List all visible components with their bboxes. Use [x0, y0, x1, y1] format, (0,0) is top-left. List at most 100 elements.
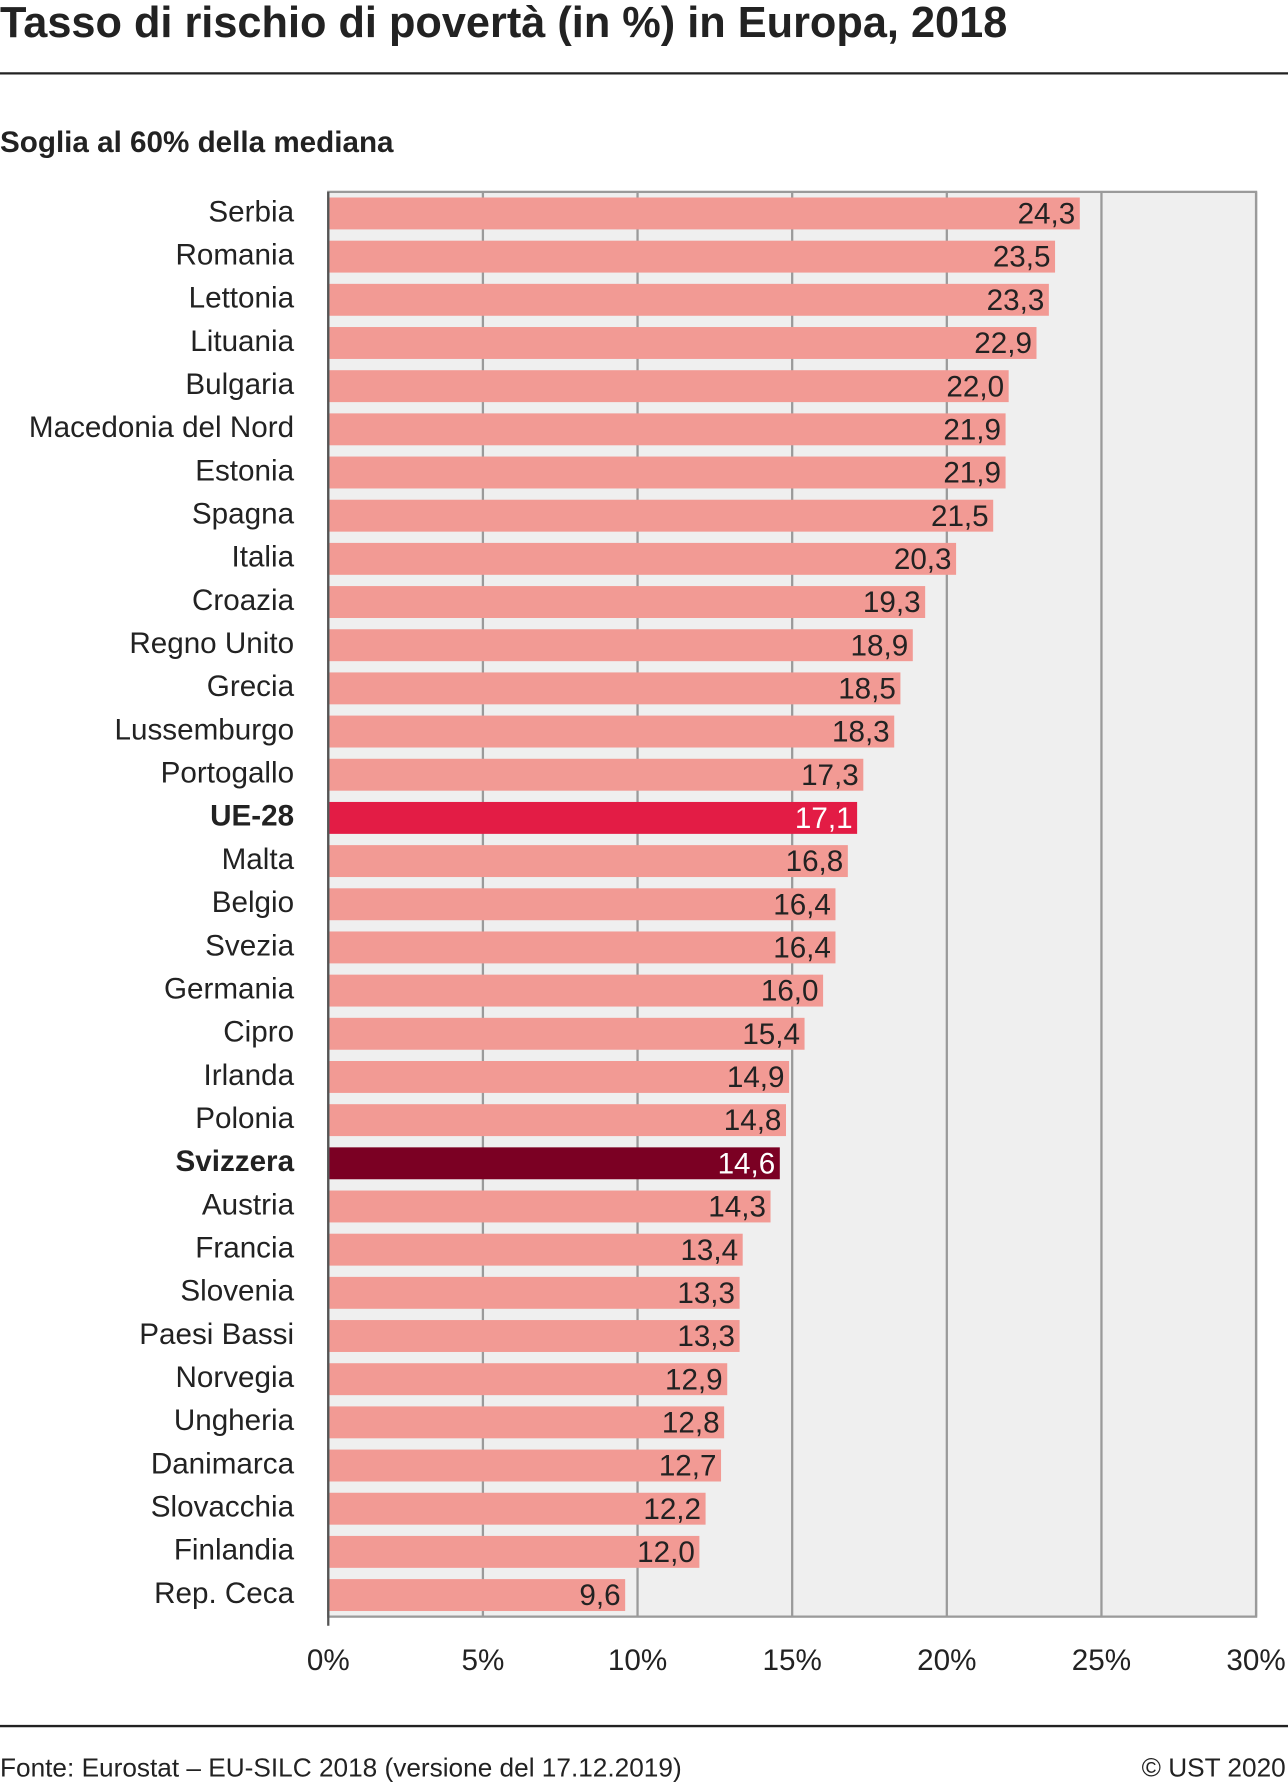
value-label: 16,0 — [761, 975, 819, 1008]
value-label: 12,8 — [662, 1406, 720, 1439]
value-label: 14,9 — [727, 1061, 785, 1094]
y-tick-label: Lettonia — [189, 282, 295, 315]
value-label: 12,9 — [665, 1363, 723, 1396]
value-label: 16,4 — [773, 888, 831, 921]
bar — [328, 758, 864, 791]
value-label: 12,0 — [637, 1536, 695, 1569]
value-label: 20,3 — [894, 543, 952, 576]
source: Fonte: Eurostat – EU-SILC 2018 (versione… — [0, 1752, 682, 1782]
bar — [328, 1449, 722, 1482]
value-label: 17,3 — [801, 759, 859, 792]
bar — [328, 1406, 725, 1439]
value-label: 19,3 — [863, 586, 921, 619]
bar — [328, 629, 913, 662]
y-tick-label: Slovacchia — [151, 1491, 295, 1524]
bar — [328, 888, 836, 921]
bar — [328, 1363, 728, 1396]
bar — [328, 1104, 786, 1137]
bar — [328, 974, 824, 1007]
bar — [328, 542, 957, 575]
bar — [328, 240, 1056, 273]
value-label: 18,9 — [851, 629, 909, 662]
y-tick-label: Finlandia — [174, 1534, 295, 1567]
y-tick-label: Serbia — [208, 195, 294, 228]
bar — [328, 1190, 771, 1223]
value-label: 23,3 — [987, 284, 1045, 317]
value-label: 14,6 — [718, 1147, 776, 1180]
bar — [328, 1017, 805, 1050]
value-label: 16,4 — [773, 932, 831, 965]
value-label: 15,4 — [742, 1018, 800, 1051]
y-tick-label: Croazia — [192, 584, 295, 617]
y-tick-label: Paesi Bassi — [139, 1318, 294, 1351]
value-label: 14,8 — [724, 1104, 782, 1137]
bar — [328, 197, 1080, 230]
bar — [328, 931, 836, 964]
bar — [328, 413, 1006, 446]
bar — [328, 801, 858, 834]
y-tick-label: Regno Unito — [129, 627, 294, 660]
y-tick-label: Irlanda — [203, 1059, 294, 1092]
bar — [328, 1579, 626, 1612]
y-tick-label: Svezia — [205, 929, 294, 962]
y-tick-label: Ungheria — [174, 1404, 295, 1437]
y-tick-label: Germania — [164, 972, 295, 1005]
x-tick-label: 0% — [307, 1644, 350, 1677]
y-tick-label: Macedonia del Nord — [29, 411, 294, 444]
value-label: 13,3 — [677, 1277, 735, 1310]
copyright: © UST 2020 — [1142, 1752, 1286, 1782]
y-tick-label: Francia — [195, 1231, 294, 1264]
bar — [328, 499, 994, 532]
bar — [328, 1276, 740, 1309]
bar — [328, 1061, 790, 1093]
y-tick-label: Portogallo — [161, 757, 294, 790]
x-tick-label: 20% — [917, 1644, 976, 1677]
value-label: 14,3 — [708, 1191, 766, 1224]
value-label: 21,9 — [943, 413, 1001, 446]
y-tick-label: Italia — [231, 541, 294, 574]
value-label: 22,9 — [974, 327, 1032, 360]
bar — [328, 586, 926, 618]
bar — [328, 327, 1037, 359]
value-label: 12,7 — [659, 1450, 717, 1483]
y-tick-label: Lussemburgo — [115, 713, 295, 746]
x-tick-label: 15% — [763, 1644, 822, 1677]
value-label: 17,1 — [795, 802, 853, 835]
y-tick-label: Estonia — [195, 454, 294, 487]
y-tick-label: Bulgaria — [185, 368, 294, 401]
value-label: 22,0 — [946, 370, 1004, 403]
bar — [328, 1233, 743, 1266]
y-tick-label: Austria — [202, 1188, 295, 1221]
value-label: 12,2 — [643, 1493, 701, 1526]
value-label: 9,6 — [579, 1579, 620, 1612]
value-label: 13,3 — [677, 1320, 735, 1353]
bar — [328, 715, 895, 748]
bar — [328, 370, 1009, 403]
x-tick-label: 30% — [1226, 1644, 1285, 1677]
bar — [328, 845, 848, 878]
y-tick-label: Grecia — [207, 670, 295, 703]
y-tick-label: Belgio — [212, 886, 294, 919]
bar — [328, 283, 1049, 316]
bar — [328, 456, 1006, 489]
y-tick-label: Spagna — [192, 498, 295, 531]
y-tick-label: Lituania — [190, 325, 294, 358]
x-tick-label: 10% — [608, 1644, 667, 1677]
x-tick-label: 5% — [461, 1644, 504, 1677]
y-tick-label: Norvegia — [176, 1361, 295, 1394]
x-tick-label: 25% — [1072, 1644, 1131, 1677]
y-tick-label: Cipro — [223, 1016, 294, 1049]
y-tick-label: Rep. Ceca — [154, 1577, 294, 1610]
value-label: 18,3 — [832, 716, 890, 749]
value-label: 16,8 — [786, 845, 844, 878]
value-label: 23,5 — [993, 241, 1051, 274]
y-tick-label: Svizzera — [175, 1145, 294, 1178]
y-tick-label: Danimarca — [151, 1447, 295, 1480]
bar — [328, 672, 901, 705]
bar — [328, 1492, 706, 1525]
chart-title: Tasso di rischio di povertà (in %) in Eu… — [0, 0, 1007, 47]
bar — [328, 1535, 700, 1568]
y-tick-label: Malta — [222, 843, 295, 876]
value-label: 21,5 — [931, 500, 989, 533]
